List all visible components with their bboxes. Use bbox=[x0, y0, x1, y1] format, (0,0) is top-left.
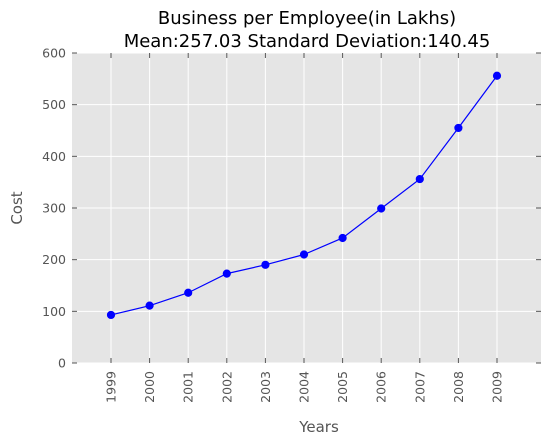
data-markers bbox=[106, 71, 502, 320]
x-axis-ticks: 1999 2000 2001 2002 2003 2004 2005 2006 2007 2008… bbox=[104, 53, 505, 403]
x-tick-label: 2004 bbox=[297, 371, 312, 403]
y-tick-label: 300 bbox=[42, 201, 66, 216]
y-tick-label: 500 bbox=[42, 97, 66, 112]
data-point bbox=[415, 174, 424, 184]
data-point bbox=[492, 71, 502, 80]
x-axis-label: Years bbox=[298, 418, 339, 436]
data-point bbox=[338, 233, 347, 243]
x-tick-label: 2000 bbox=[142, 371, 157, 403]
data-point bbox=[261, 260, 270, 269]
x-tick-label: 2002 bbox=[219, 371, 234, 403]
y-tick-label: 100 bbox=[42, 304, 66, 319]
data-point bbox=[377, 204, 386, 213]
data-point bbox=[454, 123, 463, 133]
y-tick-label: 200 bbox=[42, 252, 66, 267]
y-tick-label: 0 bbox=[58, 356, 66, 371]
y-axis-ticks: 0 100 200 300 400 500 600 bbox=[42, 46, 541, 371]
x-tick-label: 2003 bbox=[258, 371, 273, 403]
y-tick-label: 600 bbox=[42, 46, 66, 61]
x-tick-label: 2001 bbox=[181, 371, 196, 403]
x-tick-label: 2009 bbox=[490, 371, 505, 403]
x-tick-label: 2006 bbox=[374, 371, 389, 403]
y-axis-label: Cost bbox=[8, 191, 26, 224]
chart-subtitle: Mean:257.03 Standard Deviation:140.45 bbox=[124, 31, 491, 52]
y-tick-label: 400 bbox=[42, 149, 66, 164]
data-point bbox=[106, 310, 116, 320]
data-point bbox=[145, 301, 154, 310]
data-point bbox=[184, 288, 193, 297]
data-point bbox=[299, 250, 309, 259]
x-tick-label: 2008 bbox=[451, 371, 466, 403]
x-tick-label: 2007 bbox=[412, 371, 427, 403]
data-point bbox=[222, 269, 231, 278]
x-tick-label: 1999 bbox=[104, 371, 119, 403]
chart-title: Business per Employee(in Lakhs) bbox=[158, 8, 456, 29]
x-tick-label: 2005 bbox=[335, 371, 350, 403]
